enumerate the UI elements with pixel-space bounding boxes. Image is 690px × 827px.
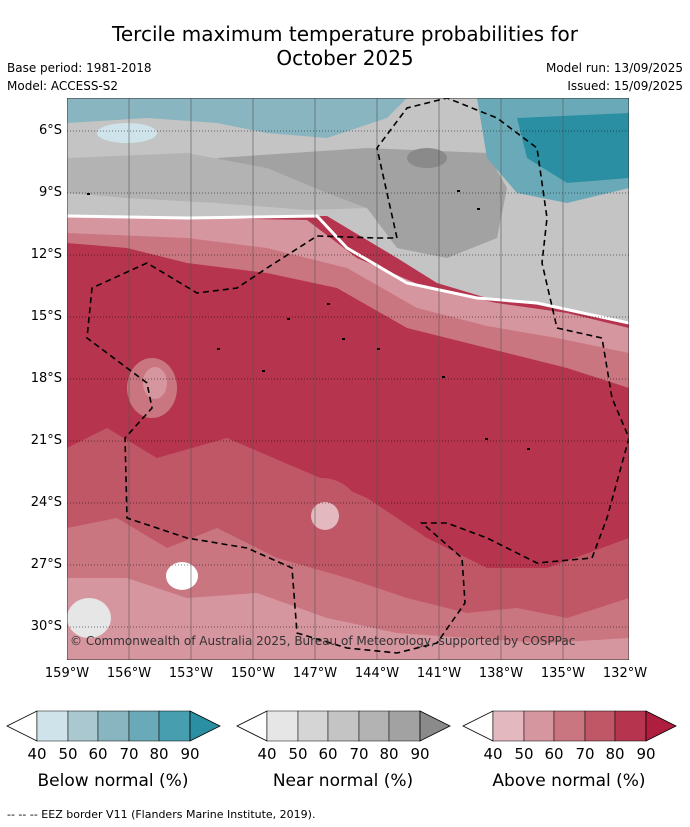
title-line-1: Tercile maximum temperature probabilitie… [112,22,578,46]
legend-tick: 80 [379,745,399,763]
below-90-band [517,113,629,183]
legend-title-above: Above normal (%) [492,771,646,791]
issued-date: Issued: 15/09/2025 [567,79,683,93]
lon-label: 132°W [602,666,648,681]
white-patch-1 [166,562,198,590]
lat-label: 27°S [30,557,62,572]
legend-tick: 90 [636,745,656,763]
lat-label: 30°S [30,619,62,634]
lon-label: 159°W [44,666,90,681]
eez-footer-note: -- -- -- EEZ border V11 (Flanders Marine… [7,808,316,821]
base-period: Base period: 1981-2018 [7,61,152,75]
legend-tick: 80 [149,745,169,763]
lat-label: 9°S [38,185,62,200]
lon-label: 156°W [106,666,152,681]
legend-tick: 50 [514,745,534,763]
legend-tick: 40 [483,745,503,763]
legend-tick: 60 [88,745,108,763]
legend-near-normal [236,710,451,742]
meta-right: Model run: 13/09/2025 Issued: 15/09/2025 [546,59,683,95]
lat-label: 6°S [38,123,62,138]
legend-colorbars [6,710,677,742]
lon-label: 150°W [230,666,276,681]
below-patch-nw [97,123,157,143]
legend-tick: 90 [180,745,200,763]
legend-tick: 90 [410,745,430,763]
legend-title-near: Near normal (%) [272,771,414,791]
model-name: Model: ACCESS-S2 [7,79,119,93]
legend-tick: 60 [544,745,564,763]
lat-label: 12°S [30,247,62,262]
map-title: Tercile maximum temperature probabilitie… [0,22,690,70]
above-50-band [67,578,629,660]
lat-label: 15°S [30,309,62,324]
map-svg: © Commonwealth of Australia 2025, Bureau… [66,97,630,661]
model-run: Model run: 13/09/2025 [545,61,683,75]
below-normal-nw [67,98,407,138]
above-60-north [67,216,629,388]
near-70-band [67,153,367,210]
lon-label: 147°W [292,666,338,681]
above-50-north [67,216,629,353]
near-90-patch [407,148,447,168]
eez-border [86,98,629,654]
legend-above-normal [462,710,677,742]
title-line-2: October 2025 [276,46,414,70]
lat-label: 18°S [30,371,62,386]
legend-tick: 70 [575,745,595,763]
lon-label: 153°W [168,666,214,681]
legend-tick: 80 [605,745,625,763]
lon-label: 141°W [416,666,462,681]
legend-tick: 50 [58,745,78,763]
legend-tick: 70 [119,745,139,763]
legend-tick: 40 [27,745,47,763]
lon-label: 138°W [478,666,524,681]
islands [87,190,530,450]
meta-left: Base period: 1981-2018 Model: ACCESS-S2 [7,59,152,95]
lon-label: 144°W [354,666,400,681]
legend-tick: 50 [288,745,308,763]
legend-tick: 70 [349,745,369,763]
near-80-band [217,148,507,258]
legend-below-normal [6,710,221,742]
copyright-text: © Commonwealth of Australia 2025, Bureau… [70,634,575,648]
near-patch-south [67,598,111,638]
probability-map: © Commonwealth of Australia 2025, Bureau… [66,97,630,661]
meridian-lines [128,98,564,660]
legend-tick: 60 [318,745,338,763]
legend-title-below: Below normal (%) [37,771,189,791]
lat-label: 21°S [30,433,62,448]
grid-lines [67,130,629,628]
legend-tick: 40 [257,745,277,763]
lat-label: 24°S [30,495,62,510]
above-patch-4 [311,502,339,530]
lon-label: 135°W [540,666,586,681]
